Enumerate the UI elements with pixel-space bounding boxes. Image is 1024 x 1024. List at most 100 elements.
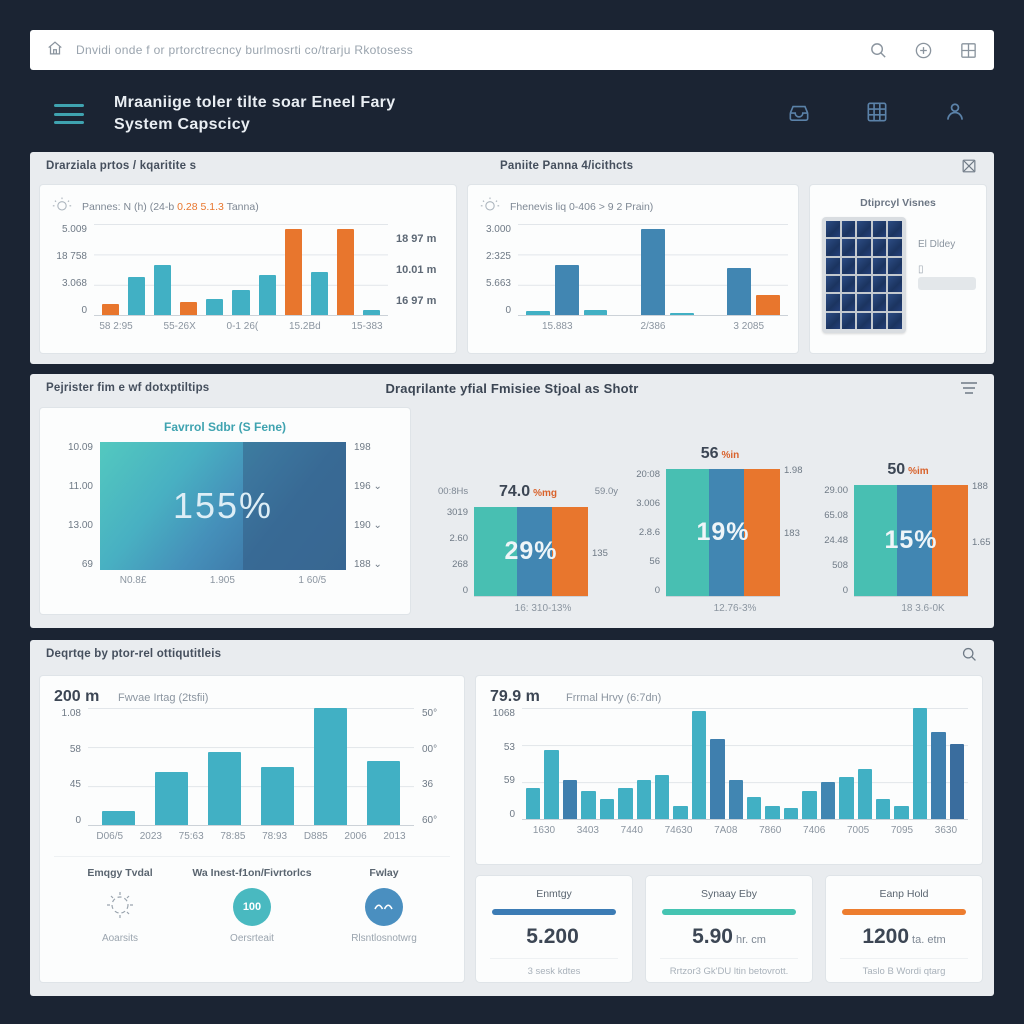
right-axis-ticks: 50° 00° 36 60°: [422, 708, 438, 826]
stats-row: Emqgy Tvdal Aoarsits Wa Inest-f1on/Fivrt…: [54, 856, 450, 944]
search-icon[interactable]: [961, 646, 978, 663]
kpi-footer: 3 sesk kdtes: [527, 966, 581, 977]
apps-grid-icon[interactable]: [864, 99, 890, 130]
bars: [518, 224, 788, 315]
grid-window-icon[interactable]: [959, 41, 978, 60]
kpi-card-energy: Enmtgy 5.200 3 sesk kdtes: [476, 876, 632, 982]
stacked2-overlay: 19%: [696, 518, 750, 546]
home-icon[interactable]: [46, 39, 64, 62]
right-axis-ticks[interactable]: 198 196 ⌄ 190 ⌄ 188 ⌄: [354, 442, 382, 570]
stacked-block: [854, 485, 968, 596]
stacked2-unit: %in: [721, 450, 740, 461]
stacked-chart-2: 56 %in 20:08 3.006 2.8.6 56 0 19% 1.98 183 12…: [630, 445, 810, 614]
y-axis-ticks: 29.00 65.08 24.48 508 0: [824, 485, 848, 596]
panel-row3: Deqrtqe by ptor-rel ottiqutitleis 200 m …: [30, 640, 994, 996]
stat-energy-total: Emqgy Tvdal Aoarsits: [87, 867, 153, 944]
area-overlay-value: 155%: [172, 485, 274, 526]
bar-plot: [522, 708, 968, 820]
chart-big-value: 200 m: [54, 688, 100, 705]
kpi-color-bar: [492, 909, 616, 915]
stacked-chart-3: 50 %im 29.00 65.08 24.48 508 0 15% 188 1.65 1…: [818, 461, 998, 614]
device-progress-bar[interactable]: [918, 277, 976, 290]
inbox-icon[interactable]: [786, 99, 812, 130]
breadcrumb: Dnvidi onde f or prtorctrecncy burlmosrt…: [76, 43, 414, 57]
bar-plot: [518, 224, 788, 316]
right-tick: 188: [972, 481, 988, 492]
chart-subtitle: Fwvae Irtag (2tsfii): [118, 692, 209, 704]
solar-panel-image: [822, 217, 906, 333]
stacked1-right-label: 59.0y: [594, 486, 618, 497]
sun-icon: [52, 195, 72, 218]
filter-lines-icon[interactable]: [960, 381, 978, 395]
card-panel-bars: Fhenevis liq 0-406 > 9 2 Prain) 3.000 2:3…: [468, 185, 798, 353]
device-label: El Dldey: [918, 239, 956, 250]
stacked2-value: 56: [700, 445, 719, 462]
bars: [94, 224, 388, 315]
kpi-footer: Taslo B Wordi qtarg: [862, 966, 946, 977]
x-axis-ticks: 58 2:95 55-26X 0-1 26(15.2Bd 15-383: [99, 321, 383, 332]
stacked1-left-label: 00:8Hs: [438, 486, 469, 497]
stacked3-overlay: 15%: [884, 526, 938, 554]
device-view-title: Dtiprcyl Visnes: [860, 197, 936, 209]
x-axis-ticks: D06/5 2023 75:63 78:85 78:93 D885 2006 2013: [96, 831, 406, 842]
card-a-subtitle: Pannes: N (h) (24-b 0.28 5.1.3 Tanna): [82, 200, 259, 213]
x-axis-label: 12.76-3%: [713, 603, 757, 614]
y-axis-ticks: 10.09 11.00 13.00 69: [67, 442, 93, 570]
bars: [522, 708, 968, 819]
area-chart: 155%: [100, 442, 346, 570]
count-badge[interactable]: 100: [233, 888, 271, 926]
x-axis-ticks: 1630 3403 7440 74630 7A08 7860 7406 7005 7095 363…: [532, 825, 958, 836]
wave-icon[interactable]: [365, 888, 403, 926]
menu-icon[interactable]: [54, 104, 84, 124]
kpi-value: 5.90: [692, 925, 733, 948]
card-device-view: Dtiprcyl Visnes El Dldey ▯: [810, 185, 986, 353]
page-title: Mraaniige toler tilte soar Eneel Fary Sy…: [114, 93, 396, 133]
y-axis-ticks: 3.000 2:325 5.663 0: [485, 224, 511, 316]
chart-big-value: 79.9 m: [490, 688, 540, 705]
sun-icon: [480, 195, 500, 218]
circle-plus-icon[interactable]: [914, 41, 933, 60]
card-area-chart: Favrrol Sdbr (S Fene) 10.09 11.00 13.00 69 …: [40, 408, 410, 614]
x-axis-ticks: N0.8£ 1.905 1 60/5: [119, 575, 327, 586]
kpi-title: Enmtgy: [536, 888, 572, 900]
x-axis-label: 18 3.6-0K: [901, 603, 945, 614]
row2-center-title: Draqrilante yfial Fmisiee Stjoal as Shot…: [385, 380, 639, 396]
kpi-title: Eanp Hold: [879, 888, 929, 900]
close-image-icon[interactable]: [960, 157, 978, 175]
panel-row2: Pejrister fim e wf dotxptiltips Draqrila…: [30, 374, 994, 628]
panel-row1: Drarziala prtos / kqaritite s Paniite Pa…: [30, 152, 994, 364]
kpi-color-bar: [842, 909, 966, 915]
right-tick: 1.65: [972, 536, 991, 548]
kpi-value: 5.200: [526, 925, 579, 948]
chart-subtitle: Frrmal Hrvy (6:7dn): [566, 692, 662, 704]
y-axis-ticks: 1068 53 59 0: [492, 708, 515, 820]
search-icon[interactable]: [869, 41, 888, 60]
user-icon[interactable]: [942, 99, 968, 130]
stacked-block: [666, 469, 780, 596]
row2-left-title: Pejrister fim e wf dotxptiltips: [46, 382, 210, 394]
x-axis-ticks: 15.883 2/386 3 2085: [541, 321, 765, 332]
bars: [88, 708, 414, 825]
stacked3-unit: %im: [908, 466, 929, 477]
kpi-card-hold: Eanp Hold 1200 ta. etm Taslo B Wordi qtar…: [826, 876, 982, 982]
y-axis-ticks: 5.009 18 758 3.068 0: [56, 224, 87, 316]
stat-flow: Fwlay Rlsntlosnotwrg: [351, 867, 417, 944]
row3-title: Deqrtqe by ptor-rel ottiqutitleis: [46, 648, 222, 660]
stacked1-overlay: 29%: [504, 537, 558, 565]
right-tick: 135: [592, 548, 608, 560]
kpi-card-supply: Synaay Eby 5.90 hr. cm Rrtzor3 Gk'DU ltin…: [646, 876, 812, 982]
row1-right-title: Paniite Panna 4/icithcts: [500, 160, 634, 172]
note-icon: ▯: [918, 264, 924, 275]
y-axis-ticks: 20:08 3.006 2.8.6 56 0: [636, 469, 660, 596]
top-search-bar: Dnvidi onde f or prtorctrecncy burlmosrt…: [30, 30, 994, 70]
card-hourly-output: 79.9 m Frrmal Hrvy (6:7dn) 1068 53 59 0 163…: [476, 676, 982, 864]
stacked-chart-1: 00:8Hs 74.0 %mg 59.0y 3019 2.60 268 0 29% 1…: [438, 483, 618, 614]
area-chart-title: Favrrol Sdbr (S Fene): [163, 420, 287, 434]
stat-inverter: Wa Inest-f1on/Fivrtorlcs 100 Oersrteait: [192, 867, 312, 944]
right-tick: 183: [784, 527, 800, 539]
kpi-title: Synaay Eby: [700, 888, 758, 900]
sun-sketch-icon: [103, 888, 137, 927]
y-axis-ticks: 1.08 58 45 0: [61, 708, 81, 826]
card-b-subtitle: Fhenevis liq 0-406 > 9 2 Prain): [510, 200, 654, 213]
stacked1-unit: %mg: [533, 488, 558, 499]
